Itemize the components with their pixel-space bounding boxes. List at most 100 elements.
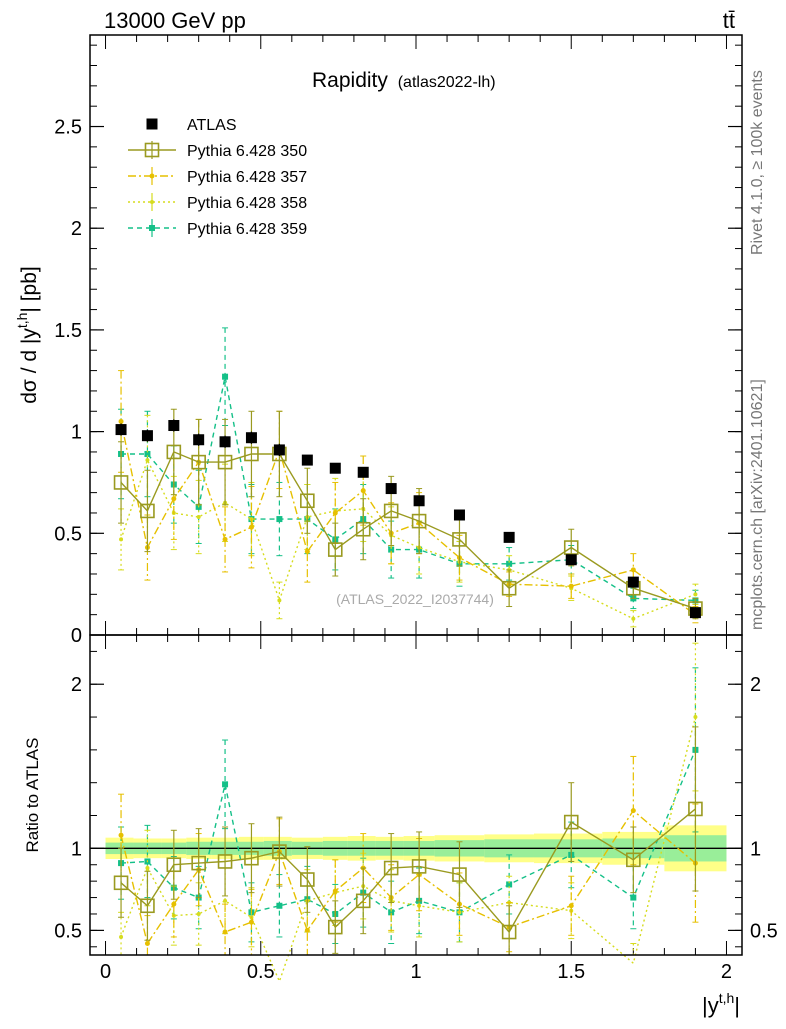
ratio-point-p359 — [506, 881, 513, 888]
main-point-data — [219, 436, 231, 448]
ratio-point-p350 — [217, 854, 233, 869]
x-axis-label-end: | — [734, 993, 740, 1018]
plot-title: Rapidity (atlas2022-lh) — [312, 69, 496, 92]
legend-marker-p359 — [149, 225, 155, 231]
x-tick-label: 1 — [410, 961, 421, 983]
main-point-p350 — [244, 446, 259, 462]
main-point-data — [503, 531, 515, 543]
ratio-y-tick-label-right: 0.5 — [750, 920, 778, 942]
x-axis-label-sup: t,h — [719, 990, 735, 1006]
main-y-tick-label: 1.5 — [54, 320, 82, 342]
ratio-point-p358 — [223, 898, 228, 903]
main-point-p357 — [568, 583, 574, 589]
ratio-point-p350 — [501, 924, 517, 940]
ratio-point-p350 — [140, 898, 155, 914]
main-line-p357 — [120, 421, 696, 616]
main-point-p359 — [276, 516, 283, 523]
main-point-data — [565, 554, 577, 566]
ratio-point-p350 — [166, 857, 182, 873]
ratio-y-tick-label-right: 2 — [750, 674, 761, 696]
ratio-point-p350 — [272, 844, 287, 859]
main-point-p350 — [411, 513, 427, 529]
ratio-p358 — [118, 642, 699, 984]
main-point-p358 — [119, 537, 124, 542]
main-point-data — [301, 454, 313, 466]
main-point-p358 — [277, 598, 282, 603]
header-energy: 13000 GeV pp — [104, 8, 246, 33]
ratio-point-p359 — [276, 902, 283, 909]
main-point-p358 — [631, 616, 636, 621]
ratio-y-axis-label: Ratio to ATLAS — [23, 738, 42, 853]
main-point-p357 — [360, 488, 366, 494]
legend: ATLAS Pythia 6.428 350 Pythia 6.428 357 Pyt… — [128, 117, 307, 238]
legend-marker-p357 — [149, 173, 155, 179]
main-point-p350 — [383, 503, 399, 519]
main-y-tick-label: 1 — [71, 422, 82, 444]
ratio-line-p350 — [120, 808, 696, 934]
legend-label-p350: Pythia 6.428 350 — [187, 143, 307, 160]
legend-marker-data — [146, 118, 158, 130]
ratio-point-p350 — [300, 872, 315, 887]
main-point-p359 — [222, 373, 229, 380]
main-point-p350 — [140, 503, 155, 519]
main-point-p359 — [506, 560, 513, 567]
main-point-p359 — [144, 450, 151, 457]
ratio-point-p350 — [191, 855, 206, 871]
main-point-data — [413, 495, 425, 507]
ratio-point-p357 — [630, 808, 636, 814]
main-y-tick-label: 2 — [71, 218, 82, 240]
ratio-point-p357 — [304, 927, 310, 933]
main-point-data — [245, 432, 257, 444]
ratio-point-p350 — [688, 801, 703, 817]
main-point-p350 — [355, 521, 371, 537]
legend-marker-p350 — [144, 142, 160, 158]
main-point-p350 — [501, 580, 517, 596]
x-tick-label: 2 — [721, 961, 732, 983]
ratio-point-p357 — [222, 929, 228, 935]
main-point-data — [115, 424, 127, 436]
ratio-point-p350 — [626, 852, 641, 868]
main-y-tick-label: 2.5 — [54, 117, 82, 139]
main-point-p357 — [171, 496, 177, 502]
ratio-point-p358 — [196, 911, 201, 916]
ratio-point-p357 — [118, 832, 124, 838]
ratio-point-p357 — [248, 919, 254, 925]
main-point-data — [329, 462, 341, 474]
watermark-label: (ATLAS_2022_I2037744) — [336, 591, 494, 607]
main-point-p357 — [248, 524, 254, 530]
main-y-tick-label: 0 — [71, 625, 82, 647]
header-process: tt̄ — [723, 8, 735, 33]
ratio-y-tick-label: 2 — [71, 674, 82, 696]
main-point-p357 — [118, 418, 124, 424]
main-line-p350 — [120, 450, 696, 610]
ratio-point-p350 — [452, 867, 467, 882]
plot-subtitle: (atlas2022-lh) — [398, 74, 496, 91]
ratio-y-tick-label-right: 1 — [750, 838, 761, 860]
y-axis-label: dσ / d |yt,h| [pb] — [14, 266, 41, 404]
ratio-point-p357 — [171, 901, 177, 907]
legend-marker-p358 — [150, 200, 154, 204]
main-point-data — [385, 483, 397, 495]
main-point-data — [168, 420, 180, 432]
main-point-p358 — [693, 592, 698, 597]
ratio-point-p359 — [222, 781, 229, 788]
main-y-tick-label: 0.5 — [54, 523, 82, 545]
main-point-p350 — [300, 493, 315, 509]
main-point-p357 — [630, 567, 636, 573]
main-point-data — [689, 607, 701, 619]
main-p350 — [113, 408, 703, 620]
ratio-point-p357 — [332, 888, 338, 894]
ratio-point-p358 — [145, 866, 150, 871]
x-tick-label: 0 — [100, 961, 111, 983]
main-point-p357 — [332, 510, 338, 516]
main-point-p358 — [196, 515, 201, 520]
ratio-point-p359 — [630, 894, 637, 901]
mcplots-label: mcplots.cern.ch [arXiv:2401.10621] — [749, 379, 766, 630]
main-point-p357 — [222, 536, 228, 542]
main-point-p350 — [452, 532, 467, 547]
main-plot: 0 0.5 1 1.5 2 2.5 — [54, 35, 742, 647]
ratio-y-tick-label: 1 — [71, 838, 82, 860]
main-point-p350 — [113, 475, 129, 490]
